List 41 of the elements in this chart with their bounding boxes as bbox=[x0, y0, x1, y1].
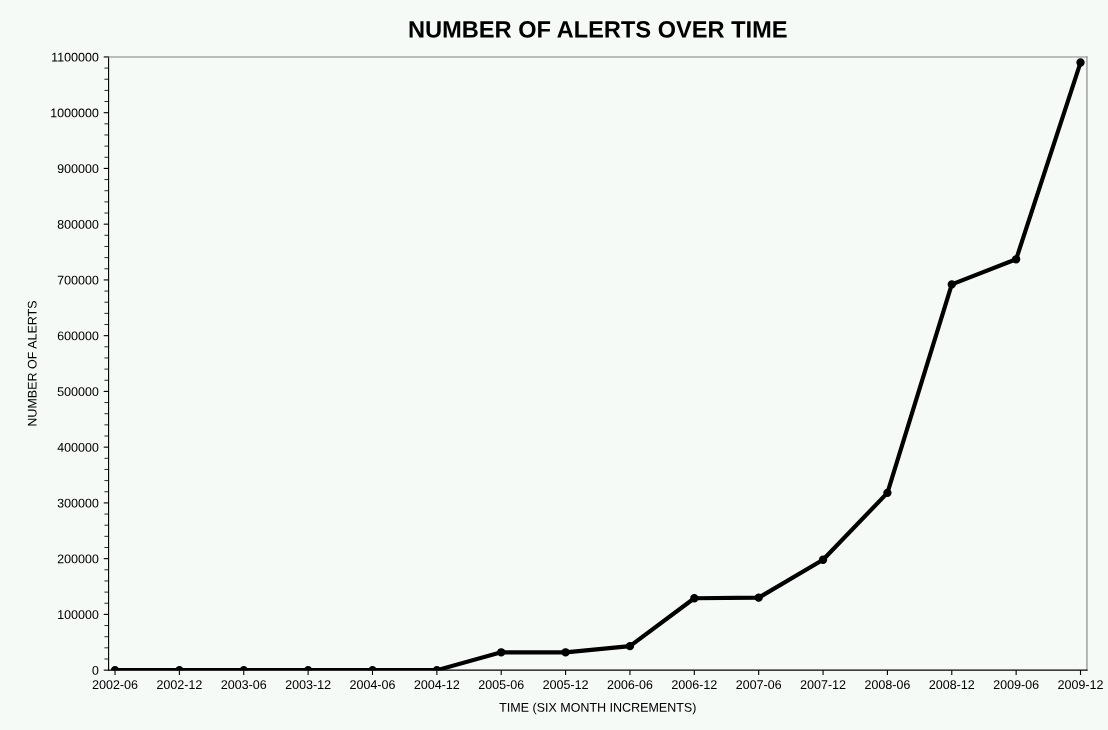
y-tick-label: 500000 bbox=[57, 387, 99, 397]
x-tick-label: 2005-12 bbox=[543, 680, 588, 690]
y-tick-label: 800000 bbox=[57, 219, 99, 229]
x-tick-label: 2008-06 bbox=[865, 680, 910, 690]
y-tick-label: 600000 bbox=[57, 331, 99, 341]
x-tick-label: 2007-06 bbox=[736, 680, 782, 690]
y-tick-label: 1100000 bbox=[52, 52, 99, 62]
x-tick-label: 2002-12 bbox=[157, 680, 202, 690]
x-tick-label: 2009-12 bbox=[1058, 680, 1103, 690]
y-tick-label: 700000 bbox=[57, 275, 99, 285]
point bbox=[754, 593, 763, 602]
x-tick-label: 2007-12 bbox=[800, 680, 846, 690]
point bbox=[1076, 58, 1085, 67]
y-tick-label: 0 bbox=[92, 665, 99, 675]
point bbox=[561, 648, 570, 657]
point bbox=[1011, 255, 1021, 264]
y-axis-title: NUMBER OF ALERTS bbox=[27, 301, 37, 426]
x-tick-label: 2006-12 bbox=[672, 680, 717, 690]
y-tick-label: 300000 bbox=[57, 498, 99, 508]
point bbox=[818, 555, 828, 564]
x-tick-label: 2003-06 bbox=[221, 680, 267, 690]
y-tick-label: 200000 bbox=[57, 554, 99, 564]
x-tick-label: 2006-06 bbox=[607, 680, 653, 690]
point bbox=[497, 648, 506, 657]
x-tick-label: 2005-06 bbox=[478, 680, 524, 690]
point bbox=[947, 280, 956, 289]
x-tick-label: 2008-12 bbox=[929, 680, 975, 690]
chart-title: NUMBER OF ALERTS OVER TIME bbox=[409, 21, 787, 38]
y-tick-label: 1000000 bbox=[51, 108, 99, 118]
x-axis-title: TIME (SIX MONTH INCREMENTS) bbox=[499, 702, 696, 715]
point bbox=[690, 594, 699, 603]
y-tick-label: 400000 bbox=[57, 442, 99, 452]
x-tick-label: 2004-06 bbox=[350, 680, 395, 690]
x-tick-label: 2002-06 bbox=[92, 680, 138, 690]
y-tick-label: 100000 bbox=[58, 610, 99, 620]
x-tick-label: 2009-06 bbox=[993, 680, 1039, 690]
x-tick-label: 2004-12 bbox=[414, 680, 460, 690]
y-tick-label: 900000 bbox=[57, 164, 99, 174]
x-tick-label: 2003-12 bbox=[285, 680, 331, 690]
point bbox=[625, 642, 635, 651]
point bbox=[883, 488, 892, 498]
